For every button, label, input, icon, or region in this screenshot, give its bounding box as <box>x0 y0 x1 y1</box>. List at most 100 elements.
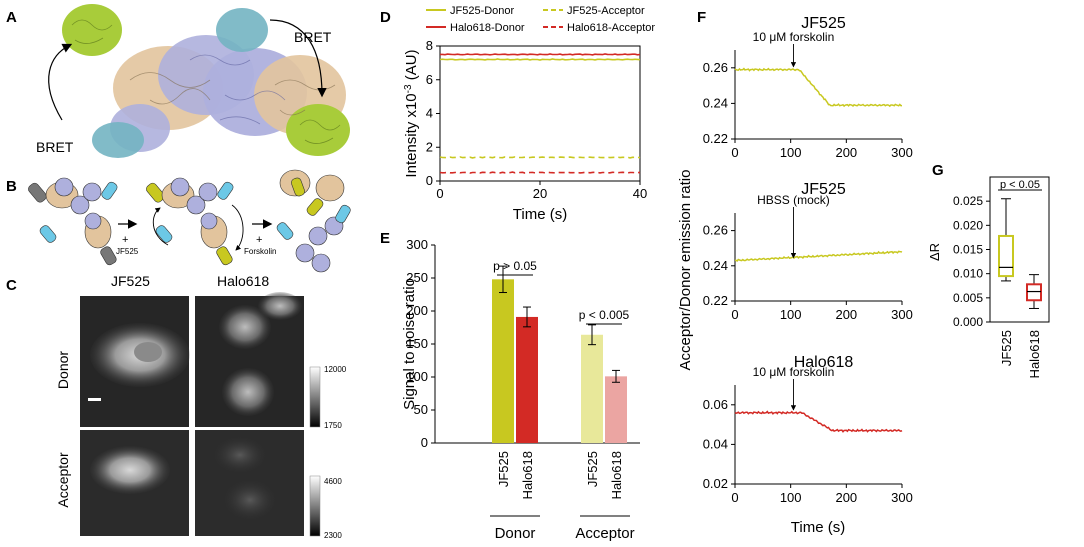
series-line-halo618-donor <box>440 53 641 56</box>
x-tick-label: 200 <box>835 490 857 505</box>
complex-dissociated <box>276 169 351 273</box>
complex-labeled <box>146 177 244 266</box>
y-tick-label: 0 <box>426 173 433 188</box>
y-tick-label: 300 <box>406 237 428 252</box>
y-tick-label: 0.010 <box>953 267 983 281</box>
x-tick-label: 200 <box>835 145 857 160</box>
colorbar-acceptor <box>309 475 321 537</box>
x-tick-label: 40 <box>633 186 647 201</box>
plot-frame <box>439 45 641 182</box>
panel-e: E 0 50 100 150 200 250 300 Signal to noise rati… <box>380 230 640 542</box>
y-tick-label: 0.22 <box>703 293 728 308</box>
legend-label: JF525-Donor <box>450 5 515 17</box>
x-axis-title: Time (s) <box>791 519 845 536</box>
significance-label: p < 0.05 <box>1000 179 1040 191</box>
colorbar-donor <box>309 366 321 428</box>
x-tick-label: 300 <box>891 307 913 322</box>
bar-acceptor-halo618 <box>605 376 627 443</box>
x-tick-label: 0 <box>731 145 738 160</box>
y-tick-label: 6 <box>426 72 433 87</box>
y-tick-label: 0.26 <box>703 223 728 238</box>
plus-sign-1: + <box>122 234 128 246</box>
panel-b-letter: B <box>6 178 17 195</box>
y-tick-label: 0.02 <box>703 476 728 491</box>
y-tick-label: 0.015 <box>953 243 983 257</box>
x-tick-label: JF525 <box>496 451 511 487</box>
x-tick-label: 200 <box>835 307 857 322</box>
y-tick-label: 0.06 <box>703 397 728 412</box>
y-tick-label: 0.025 <box>953 194 983 208</box>
x-tick-label: Halo618 <box>520 451 535 499</box>
significance-label: p < 0.005 <box>579 308 630 322</box>
y-tick-label: 0.22 <box>703 131 728 146</box>
subplot-title: JF525 <box>801 15 846 32</box>
legend-label: JF525-Acceptor <box>567 5 645 17</box>
y-tick-label: 200 <box>406 303 428 318</box>
y-tick-label: 0.24 <box>703 95 728 110</box>
x-tick-label: 0 <box>731 307 738 322</box>
box-halo618 <box>1026 274 1042 309</box>
bar-donor-jf525 <box>492 279 514 443</box>
colorbar-acceptor-min: 2300 <box>324 531 342 540</box>
trace-line <box>734 410 903 433</box>
x-tick-label: 100 <box>780 490 802 505</box>
colorbar-donor-min: 1750 <box>324 421 342 430</box>
y-axis-title: Signal to noise ratio <box>401 278 418 410</box>
box-body <box>998 234 1014 278</box>
subplot-title: JF525 <box>801 181 846 198</box>
y-tick-label: 0.24 <box>703 258 728 273</box>
y-tick-label: 250 <box>406 270 428 285</box>
image-halo618-acceptor <box>195 430 304 536</box>
bret-label-right: BRET <box>294 29 332 45</box>
group-label: Acceptor <box>575 525 634 542</box>
annotation-label: 10 μM forskolin <box>753 365 835 379</box>
bar-donor-halo618 <box>516 316 538 443</box>
y-tick-label: 0 <box>421 435 428 450</box>
image-halo618-donor <box>195 292 304 427</box>
colorbar-acceptor-max: 4600 <box>324 477 342 486</box>
panel-c-letter: C <box>6 277 17 294</box>
step-label-forskolin: Forskolin <box>244 247 276 256</box>
panel-a-letter: A <box>6 9 17 26</box>
row-label-donor: Donor <box>55 351 71 389</box>
y-axis-title-shared: Acceptor/Donor emission ratio <box>677 170 694 371</box>
significance-label: p > 0.05 <box>493 259 537 273</box>
series-line-jf525-acceptor <box>439 156 641 159</box>
y-axis-title-exponent: -3 <box>403 84 414 93</box>
x-tick-label: Halo618 <box>1027 330 1042 378</box>
y-tick-label: 0.26 <box>703 60 728 75</box>
x-tick-label: 300 <box>891 145 913 160</box>
panel-b: B + JF525 <box>6 169 351 273</box>
y-axis-title-main: Intensity x10 <box>403 93 420 177</box>
bret-arrow-left <box>48 43 73 121</box>
box-body <box>1026 283 1042 302</box>
plus-sign-2: + <box>256 234 262 246</box>
trace-line <box>734 250 903 262</box>
scale-bar <box>88 398 101 401</box>
y-tick-label: 150 <box>406 336 428 351</box>
legend-label: Halo618-Acceptor <box>567 22 655 34</box>
x-tick-label: 300 <box>891 490 913 505</box>
x-tick-label: 0 <box>731 490 738 505</box>
y-tick-label: 0.020 <box>953 218 983 232</box>
legend-label: Halo618-Donor <box>450 22 525 34</box>
series-line-jf525-donor <box>439 58 641 61</box>
annotation-label: 10 μM forskolin <box>753 30 835 44</box>
panel-g: G 0.000 0.005 0.010 0.015 0.020 0.025 ΔR JF525 H… <box>927 162 1050 378</box>
y-tick-label: 0.005 <box>953 291 983 305</box>
step-label-jf525: JF525 <box>116 247 139 256</box>
annotation-label: HBSS (mock) <box>757 193 830 207</box>
y-axis-title-unit: (AU) <box>403 49 420 84</box>
panel-f-letter: F <box>697 9 706 26</box>
panel-d: D 0 2 4 6 8 0 20 40 Time (s) Intensity x10-3 (AU)… <box>380 5 655 223</box>
y-axis-title: Intensity x10-3 (AU) <box>403 49 421 177</box>
x-tick-label: 100 <box>780 307 802 322</box>
panel-a: A <box>6 4 350 158</box>
column-label-jf525: JF525 <box>111 273 150 289</box>
panel-c: C JF525 Halo618 Donor Acceptor 12000 1 <box>6 273 347 540</box>
bret-label-left: BRET <box>36 139 74 155</box>
y-axis-title: ΔR <box>927 243 942 261</box>
